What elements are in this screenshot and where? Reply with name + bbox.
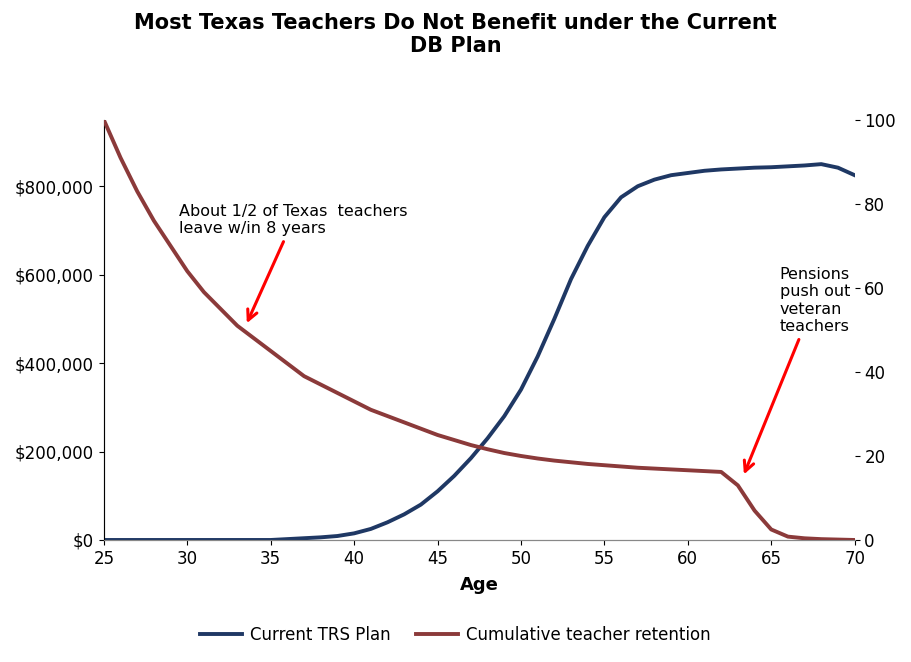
Text: About 1/2 of Texas  teachers
leave w/in 8 years: About 1/2 of Texas teachers leave w/in 8… xyxy=(179,204,407,320)
X-axis label: Age: Age xyxy=(460,576,498,594)
Legend: Current TRS Plan, Cumulative teacher retention: Current TRS Plan, Cumulative teacher ret… xyxy=(194,619,717,650)
Text: Most Texas Teachers Do Not Benefit under the Current
DB Plan: Most Texas Teachers Do Not Benefit under… xyxy=(134,13,777,56)
Text: Pensions
push out
veteran
teachers: Pensions push out veteran teachers xyxy=(744,267,850,471)
